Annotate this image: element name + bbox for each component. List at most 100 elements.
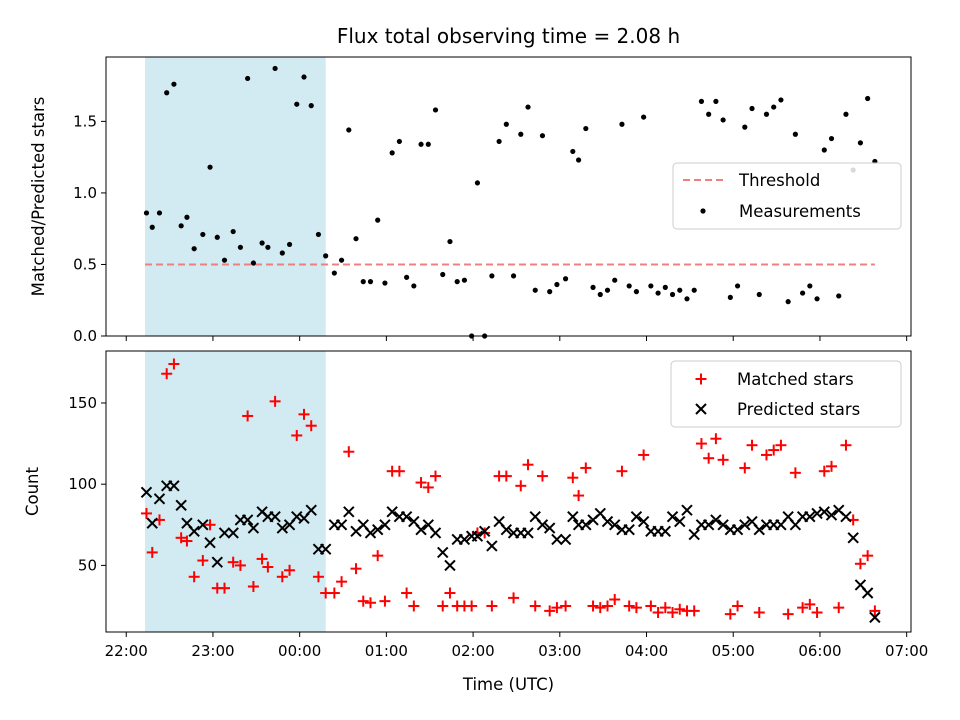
matched-star-point [515, 480, 527, 492]
legend-measurements-swatch [700, 208, 706, 214]
matched-star-point [336, 576, 348, 588]
legend-matched-swatch [695, 373, 707, 385]
measurement-point [727, 294, 733, 300]
matched-star-point [466, 600, 478, 612]
cross-stroke-b [247, 522, 260, 534]
matched-star-point [703, 452, 715, 464]
measurement-point [583, 125, 589, 132]
measurement-point [706, 111, 712, 117]
cross-stroke-b [746, 515, 758, 528]
predicted-star-point [623, 523, 635, 536]
measurement-point [785, 299, 791, 305]
measurement-point [626, 283, 632, 289]
matched-star-point [486, 600, 498, 612]
cross-stroke-b [630, 510, 643, 523]
cross-stroke-b [408, 515, 420, 528]
matched-star-point [168, 358, 180, 370]
matched-star-point [560, 600, 572, 612]
measurement-point [857, 140, 864, 146]
predicted-star-point [536, 519, 549, 531]
matched-star-point [364, 597, 376, 609]
measurement-point [669, 291, 676, 298]
cross-stroke-b [702, 519, 715, 531]
measurement-point [440, 271, 446, 278]
measurement-point [338, 257, 345, 263]
predicted-star-point [869, 611, 881, 624]
matched-star-point [188, 571, 200, 583]
matched-star-point [797, 602, 809, 614]
bottom-legend: Matched stars Predicted stars [670, 360, 902, 428]
legend-matched-label: Matched stars [737, 370, 854, 389]
cross-stroke-b [256, 506, 268, 518]
measurement-point [677, 287, 683, 293]
measurement-point [286, 241, 293, 248]
predicted-star-point [305, 504, 317, 516]
predicted-star-point [522, 527, 534, 539]
cross-stroke-b [753, 523, 765, 536]
cross-stroke-b [276, 522, 289, 534]
predicted-star-point [146, 517, 158, 529]
predicted-star-point [861, 587, 874, 599]
cross-stroke-b [681, 504, 693, 516]
measurement-point [778, 97, 784, 103]
matched-star-point [529, 600, 541, 612]
measurement-point [648, 283, 654, 289]
matched-star-point [422, 481, 434, 493]
predicted-star-point [175, 499, 187, 512]
predicted-star-point [197, 519, 209, 531]
top-legend: Threshold Measurements [672, 162, 902, 230]
cross-stroke-b [674, 515, 686, 528]
matched-star-point [833, 602, 845, 614]
cross-stroke-b [241, 514, 254, 526]
matched-star-point [760, 449, 772, 461]
measurement-point [474, 180, 481, 186]
matched-star-point [753, 607, 765, 619]
cross-stroke-b [840, 510, 852, 523]
measurement-point [396, 138, 402, 145]
cross-stroke-b [357, 519, 369, 531]
cross-stroke-b [188, 525, 200, 538]
measurement-point [237, 244, 244, 250]
predicted-star-point [379, 519, 391, 531]
measurement-point [279, 250, 285, 256]
measurement-point [532, 287, 538, 293]
matched-star-point [227, 556, 239, 568]
predicted-star-points [140, 480, 881, 624]
matched-star-point [401, 587, 413, 599]
matched-star-point [869, 605, 881, 617]
matched-star-point [372, 550, 384, 562]
measurement-point [562, 276, 569, 282]
cross-stroke-b [609, 519, 621, 531]
matched-star-point [695, 438, 707, 450]
cross-stroke-b [319, 543, 332, 555]
cross-stroke-b [181, 517, 193, 529]
cross-stroke-b [551, 533, 563, 546]
matched-star-point [269, 395, 281, 407]
top-highlight-span [145, 57, 326, 336]
matched-star-point [717, 454, 729, 466]
predicted-star-point [630, 510, 643, 523]
cross-stroke-b [364, 527, 377, 539]
measurement-point [404, 274, 410, 280]
top-panel: 0.0 0.5 1.0 1.5 Flux total observing time =… [29, 24, 912, 345]
legend-predicted-label: Predicted stars [737, 400, 860, 419]
matched-star-point [775, 439, 787, 451]
chart-title: Flux total observing time = 2.08 h [337, 24, 680, 48]
predicted-star-point [710, 514, 722, 526]
cross-stroke-b [623, 523, 635, 536]
predicted-star-point [559, 533, 572, 546]
predicted-star-point [429, 527, 442, 539]
matched-star-point [379, 595, 391, 607]
cross-stroke-b [601, 515, 614, 528]
x-tick-label: 05:00 [712, 642, 755, 660]
cross-stroke-b [782, 510, 794, 523]
matched-star-point [724, 608, 736, 620]
measurement-point [191, 246, 197, 252]
matched-star-point [732, 600, 744, 612]
cross-stroke-b [218, 527, 231, 539]
top-y-axis-label: Matched/Predicted stars [29, 97, 48, 297]
matched-star-point [623, 600, 635, 612]
matched-star-point [393, 465, 405, 477]
matched-star-point [609, 594, 621, 606]
cross-stroke-b [695, 403, 707, 415]
